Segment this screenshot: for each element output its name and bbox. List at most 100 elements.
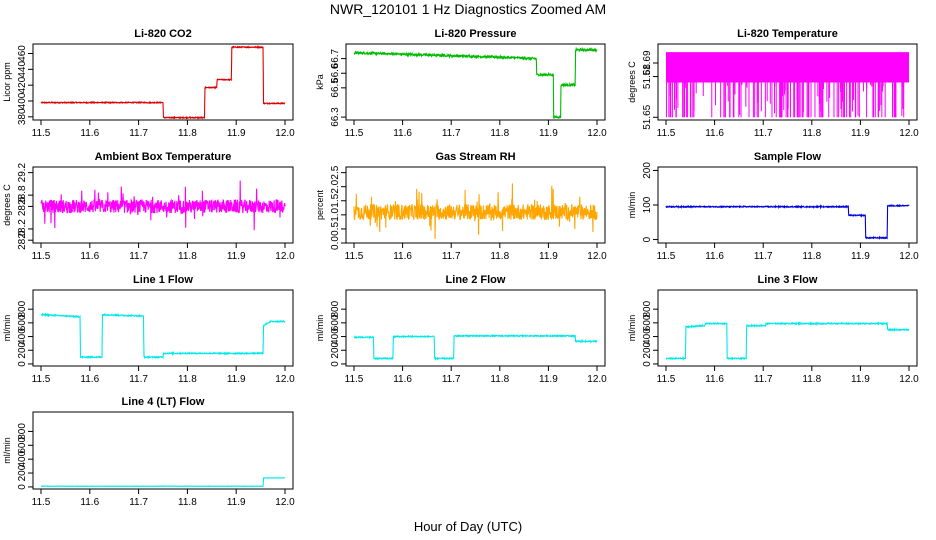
x-tick-label: 11.9 bbox=[851, 128, 870, 139]
x-axis: 11.5 11.6 11.7 11.8 11.9 12.0 bbox=[32, 120, 295, 139]
x-tick-label: 11.7 bbox=[442, 374, 461, 385]
series-line bbox=[40, 312, 286, 360]
x-tick-label: 11.9 bbox=[227, 497, 246, 508]
plot-frame bbox=[345, 166, 606, 244]
y-tick-label: 800 bbox=[17, 423, 28, 440]
panel-co2: Li-820 CO2 11.5 11.6 11.7 11.8 11.9 12.0 380400… bbox=[2, 28, 295, 139]
y-tick-label: 0 bbox=[17, 361, 28, 367]
y-tick-label: 51.69 bbox=[642, 50, 653, 75]
y-tick-label: 200 bbox=[642, 341, 653, 358]
x-tick-label: 12.0 bbox=[587, 128, 607, 139]
y-tick-label: 1.0 bbox=[330, 207, 341, 221]
y-tick-label: 420 bbox=[17, 76, 28, 93]
y-axis: 0 100 200 bbox=[642, 162, 658, 242]
panel-title: Ambient Box Temperature bbox=[95, 151, 232, 163]
x-tick-label: 11.8 bbox=[178, 497, 197, 508]
x-axis: 11.5 11.6 11.7 11.8 11.9 12.0 bbox=[345, 243, 607, 262]
panel-title: Line 3 Flow bbox=[758, 274, 818, 286]
x-axis: 11.5 11.6 11.7 11.8 11.9 12.0 bbox=[657, 366, 919, 385]
x-tick-label: 11.7 bbox=[129, 251, 148, 262]
y-axis-label: ml/min bbox=[315, 315, 325, 342]
x-tick-label: 12.0 bbox=[275, 374, 295, 385]
x-tick-label: 11.7 bbox=[129, 128, 148, 139]
x-tick-label: 11.8 bbox=[178, 251, 197, 262]
x-tick-label: 11.5 bbox=[657, 251, 676, 262]
x-tick-label: 11.8 bbox=[490, 251, 509, 262]
y-tick-label: 0 bbox=[17, 484, 28, 490]
x-tick-label: 11.7 bbox=[754, 251, 773, 262]
y-tick-label: 800 bbox=[330, 300, 341, 317]
panel-title: Line 4 (LT) Flow bbox=[122, 396, 205, 408]
plot-frame bbox=[32, 43, 294, 121]
x-tick-label: 11.7 bbox=[754, 128, 773, 139]
y-tick-label: 0 bbox=[642, 361, 653, 367]
y-axis-label: ml/min bbox=[627, 192, 637, 219]
y-tick-label: 66.6 bbox=[330, 63, 341, 83]
series-group bbox=[665, 203, 910, 240]
x-tick-label: 11.9 bbox=[227, 374, 246, 385]
panel-title: Gas Stream RH bbox=[435, 151, 515, 163]
x-tick-label: 11.8 bbox=[802, 251, 821, 262]
y-tick-label: 200 bbox=[17, 341, 28, 358]
x-tick-label: 11.5 bbox=[345, 251, 364, 262]
x-tick-label: 11.9 bbox=[227, 251, 246, 262]
x-tick-label: 11.6 bbox=[705, 251, 724, 262]
panel-licor_temp: Li-820 Temperature 11.5 11.6 11.7 11.8 11.9 12… bbox=[627, 28, 919, 139]
y-tick-label: 400 bbox=[330, 328, 341, 345]
series-group bbox=[665, 321, 910, 362]
plot-frame bbox=[345, 43, 606, 121]
x-tick-label: 11.9 bbox=[539, 374, 558, 385]
y-tick-label: 0 bbox=[642, 236, 653, 242]
x-tick-label: 11.7 bbox=[442, 251, 461, 262]
dropout-bars bbox=[665, 52, 909, 118]
x-axis: 11.5 11.6 11.7 11.8 11.9 12.0 bbox=[657, 120, 919, 139]
x-axis: 11.5 11.6 11.7 11.8 11.9 12.0 bbox=[32, 366, 295, 385]
series-line bbox=[353, 333, 598, 361]
y-tick-label: 800 bbox=[17, 300, 28, 317]
x-tick-label: 11.5 bbox=[32, 128, 51, 139]
y-axis-label: percent bbox=[315, 189, 325, 220]
y-axis-label: kPa bbox=[315, 74, 325, 90]
panel-title: Li-820 Pressure bbox=[435, 28, 517, 40]
plot-frame bbox=[657, 43, 918, 121]
panel-line3: Line 3 Flow 11.5 11.6 11.7 11.8 11.9 12.0 0 2004… bbox=[627, 274, 919, 385]
x-tick-label: 11.5 bbox=[32, 251, 51, 262]
y-tick-label: 28.6 bbox=[17, 196, 28, 216]
x-tick-label: 11.9 bbox=[539, 128, 558, 139]
x-tick-label: 12.0 bbox=[587, 251, 607, 262]
x-tick-label: 11.9 bbox=[851, 374, 870, 385]
x-tick-label: 11.6 bbox=[393, 251, 412, 262]
y-tick-label: 460 bbox=[17, 45, 28, 62]
x-tick-label: 11.8 bbox=[802, 374, 821, 385]
y-axis: 66.3 66.566.666.7 bbox=[330, 48, 346, 127]
y-tick-label: 0 bbox=[330, 361, 341, 367]
y-tick-label: 28.8 bbox=[17, 185, 28, 205]
figure-title: NWR_120101 1 Hz Diagnostics Zoomed AM bbox=[330, 1, 606, 17]
y-tick-label: 0.0 bbox=[330, 236, 341, 250]
y-tick-label: 400 bbox=[17, 92, 28, 109]
y-tick-label: 29.2 bbox=[17, 162, 28, 182]
x-tick-label: 12.0 bbox=[275, 128, 295, 139]
x-tick-label: 11.5 bbox=[657, 128, 676, 139]
series-line bbox=[665, 321, 910, 362]
x-tick-label: 11.8 bbox=[178, 374, 197, 385]
y-tick-label: 400 bbox=[642, 328, 653, 345]
panel-title: Line 1 Flow bbox=[133, 274, 193, 286]
y-tick-label: 200 bbox=[642, 162, 653, 179]
x-tick-label: 11.8 bbox=[490, 128, 509, 139]
y-axis-label: degrees C bbox=[2, 184, 12, 226]
x-tick-label: 12.0 bbox=[275, 251, 295, 262]
y-tick-label: 2.5 bbox=[330, 165, 341, 179]
x-tick-label: 11.8 bbox=[178, 128, 197, 139]
panel-rh: Gas Stream RH 11.5 11.6 11.7 11.8 11.9 12.0 0.0… bbox=[315, 151, 607, 262]
panel-title: Li-820 CO2 bbox=[134, 28, 191, 40]
panel-pressure: Li-820 Pressure 11.5 11.6 11.7 11.8 11.9 12.0 6… bbox=[315, 28, 607, 139]
